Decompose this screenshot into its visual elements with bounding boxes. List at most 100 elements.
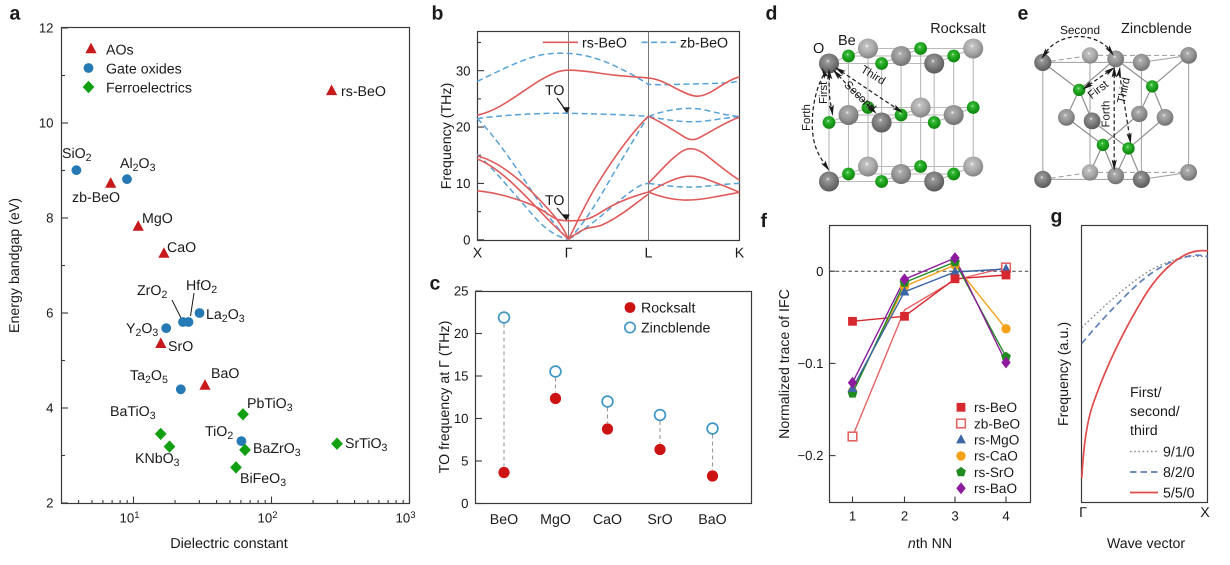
svg-text:rs-BeO: rs-BeO [341,84,386,100]
svg-text:103: 103 [396,510,416,526]
svg-text:Rocksalt: Rocksalt [641,301,695,317]
svg-text:rs-MgO: rs-MgO [974,433,1019,448]
svg-text:25: 25 [454,284,469,299]
svg-text:Al2O3: Al2O3 [120,156,156,174]
svg-text:8/2/0: 8/2/0 [1163,465,1195,481]
svg-text:4: 4 [46,401,53,416]
svg-text:BaO: BaO [698,512,726,528]
svg-text:102: 102 [258,510,278,526]
svg-text:TO frequency at Γ (THz): TO frequency at Γ (THz) [437,321,453,474]
svg-text:KNbO3: KNbO3 [135,451,180,469]
svg-text:Second: Second [1060,23,1100,37]
svg-text:Wave vector: Wave vector [1107,536,1186,552]
svg-text:Forth: Forth [801,104,813,131]
svg-text:CaO: CaO [593,512,622,528]
svg-text:First/: First/ [1130,385,1162,401]
svg-text:101: 101 [120,510,140,526]
svg-text:3: 3 [951,509,958,524]
svg-text:12: 12 [39,21,54,36]
svg-text:Gate oxides: Gate oxides [106,62,182,78]
svg-text:AOs: AOs [106,43,134,59]
svg-text:Rocksalt: Rocksalt [930,21,986,37]
svg-text:L: L [645,246,653,262]
svg-text:4: 4 [1002,509,1009,524]
svg-text:O: O [813,41,824,57]
svg-text:nth NN: nth NN [908,536,952,552]
svg-text:MgO: MgO [142,211,173,227]
svg-text:SiO2: SiO2 [62,146,92,164]
svg-text:Γ: Γ [565,246,573,262]
svg-text:8: 8 [46,211,53,226]
svg-text:−0.2: −0.2 [797,448,823,463]
svg-text:rs-BeO: rs-BeO [582,36,627,52]
svg-text:f: f [761,210,768,232]
svg-text:10: 10 [39,116,54,131]
svg-text:BaTiO3: BaTiO3 [110,404,156,422]
svg-text:Zincblende: Zincblende [1121,21,1192,37]
svg-text:b: b [432,3,444,25]
svg-text:a: a [10,3,21,25]
svg-text:g: g [1051,206,1063,228]
svg-text:e: e [1018,3,1029,25]
svg-text:rs-CaO: rs-CaO [974,449,1018,464]
svg-text:Energy bandgap (eV): Energy bandgap (eV) [7,198,23,333]
svg-text:second/: second/ [1130,404,1180,420]
svg-text:Normalized trace of IFC: Normalized trace of IFC [777,289,793,439]
svg-text:−0.1: −0.1 [797,356,823,371]
svg-text:rs-BeO: rs-BeO [974,400,1017,415]
svg-text:CaO: CaO [167,240,196,256]
svg-text:HfO2: HfO2 [186,278,217,296]
svg-text:2: 2 [901,509,908,524]
svg-text:BaZrO3: BaZrO3 [253,441,301,459]
svg-text:10: 10 [454,411,469,426]
svg-text:20: 20 [454,326,469,341]
svg-text:SrO: SrO [168,339,193,355]
svg-text:15: 15 [454,369,469,384]
svg-text:6: 6 [46,306,53,321]
svg-text:Ta2O5: Ta2O5 [130,368,168,386]
svg-text:0: 0 [463,232,470,247]
svg-text:Forth: Forth [1101,101,1113,128]
svg-text:La2O3: La2O3 [206,307,245,325]
svg-text:Γ: Γ [1079,505,1087,521]
svg-text:third: third [1130,423,1158,439]
svg-text:Zincblende: Zincblende [641,321,711,337]
svg-text:BaO: BaO [211,366,239,382]
svg-text:5/5/0: 5/5/0 [1163,486,1195,502]
svg-text:K: K [735,246,745,262]
svg-text:20: 20 [456,120,471,135]
svg-text:Dielectric constant: Dielectric constant [170,536,288,552]
svg-text:2: 2 [46,496,53,511]
svg-text:zb-BeO: zb-BeO [680,36,728,52]
svg-text:TO: TO [545,83,564,99]
svg-text:d: d [766,3,778,25]
svg-text:BeO: BeO [490,512,518,528]
svg-text:10: 10 [456,176,471,191]
svg-text:Ferroelectrics: Ferroelectrics [106,81,192,97]
svg-text:Y2O3: Y2O3 [126,321,158,339]
svg-text:X: X [1200,505,1210,521]
svg-text:zb-BeO: zb-BeO [974,416,1020,431]
svg-text:zb-BeO: zb-BeO [72,190,120,206]
svg-text:0: 0 [816,264,823,279]
svg-text:Frequency (a.u.): Frequency (a.u.) [1056,322,1072,426]
svg-text:First: First [818,81,830,104]
svg-text:TiO2: TiO2 [205,424,233,442]
svg-text:MgO: MgO [540,512,571,528]
svg-text:rs-SrO: rs-SrO [974,465,1014,480]
svg-text:Frequency (THz): Frequency (THz) [439,83,455,189]
svg-text:Third: Third [1116,76,1133,104]
svg-text:c: c [430,273,441,295]
svg-text:SrO: SrO [647,512,672,528]
svg-text:0: 0 [461,496,468,511]
svg-text:5: 5 [461,454,468,469]
svg-text:30: 30 [456,63,471,78]
svg-text:SrTiO3: SrTiO3 [345,436,388,454]
svg-text:ZrO2: ZrO2 [137,283,167,301]
svg-text:BiFeO3: BiFeO3 [240,471,286,489]
svg-text:Be: Be [838,33,856,49]
svg-text:PbTiO3: PbTiO3 [247,396,293,414]
svg-text:X: X [473,246,483,262]
svg-text:rs-BaO: rs-BaO [974,481,1017,496]
svg-text:9/1/0: 9/1/0 [1163,445,1195,461]
